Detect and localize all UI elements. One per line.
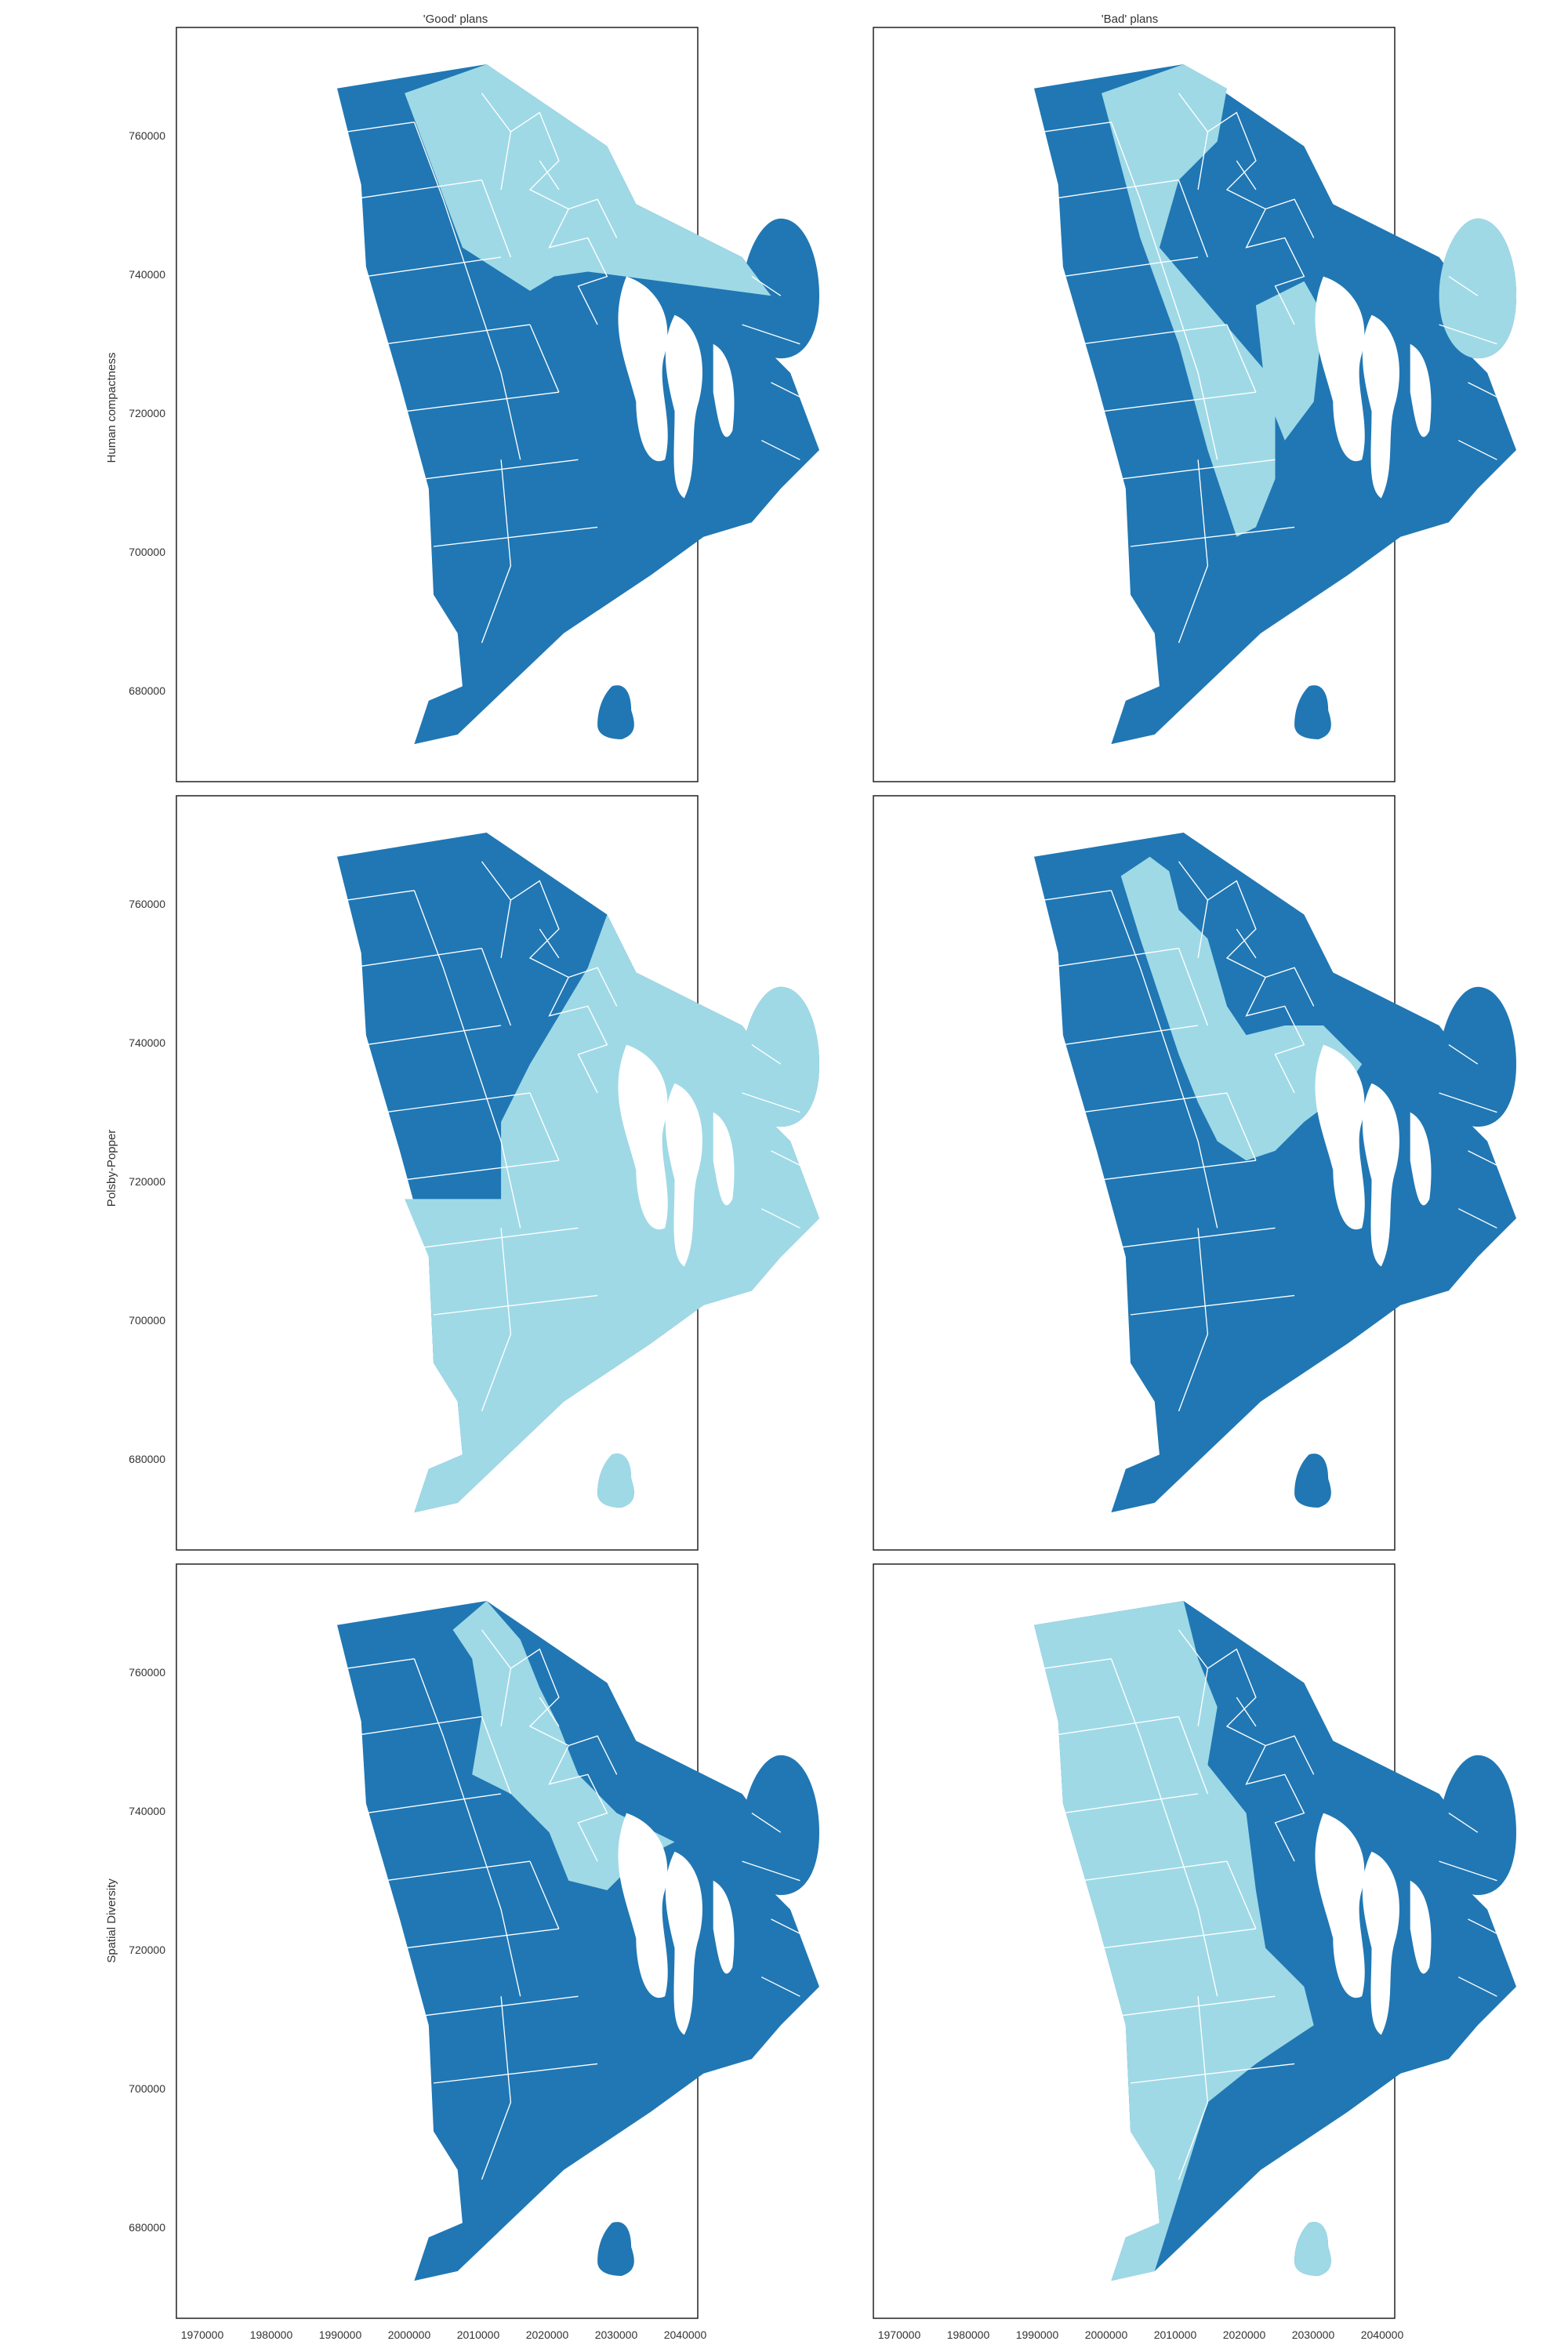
x-tick: 2000000 <box>388 2328 431 2341</box>
y-tick: 740000 <box>129 268 165 281</box>
row-label-polsby-popper: Polsby-Popper <box>105 1130 118 1207</box>
y-tick: 700000 <box>129 546 165 558</box>
bay-water <box>618 1044 735 1267</box>
x-tick: 2040000 <box>664 2328 707 2341</box>
y-tick: 680000 <box>129 684 165 697</box>
district-map <box>1034 1601 1516 2281</box>
y-tick: 760000 <box>129 129 165 142</box>
column-title-bad: 'Bad' plans <box>1102 13 1158 26</box>
y-tick: 700000 <box>129 1314 165 1327</box>
x-tick: 2030000 <box>1292 2328 1335 2341</box>
district-map <box>337 1601 819 2281</box>
map-panel-spatial-good: 760000 740000 720000 700000 680000 <box>129 1563 819 2319</box>
column-title-good: 'Good' plans <box>423 13 488 26</box>
row-label-spatial-diversity: Spatial Diversity <box>105 1878 118 1963</box>
x-tick: 2000000 <box>1085 2328 1128 2341</box>
precinct-boundaries <box>1044 861 1508 1412</box>
y-tick: 720000 <box>129 1944 165 1956</box>
x-axis-left: 1970000 1980000 1990000 2000000 2010000 … <box>181 2328 707 2341</box>
y-tick: 740000 <box>129 1805 165 1817</box>
row-label-human-compactness: Human compactness <box>105 353 118 463</box>
precinct-boundaries <box>347 93 811 644</box>
precinct-boundaries <box>1044 93 1508 644</box>
y-tick: 720000 <box>129 1175 165 1188</box>
district-map <box>1034 833 1516 1513</box>
y-tick: 680000 <box>129 2221 165 2234</box>
bay-water <box>1315 1044 1432 1267</box>
y-tick: 700000 <box>129 2082 165 2095</box>
bay-water <box>1315 276 1432 499</box>
map-panel-human-bad <box>873 27 1516 782</box>
column-titles: 'Good' plans 'Bad' plans <box>423 13 1158 26</box>
bay-water <box>618 1813 735 2035</box>
x-axis-right: 1970000 1980000 1990000 2000000 2010000 … <box>878 2328 1404 2341</box>
y-tick: 720000 <box>129 407 165 419</box>
precinct-boundaries <box>347 861 811 1412</box>
y-tick: 760000 <box>129 898 165 910</box>
x-tick: 2020000 <box>526 2328 569 2341</box>
precinct-boundaries <box>1044 1629 1508 2180</box>
precinct-boundaries <box>347 1629 811 2180</box>
y-tick: 760000 <box>129 1666 165 1679</box>
map-panel-polsby-bad <box>873 795 1516 1551</box>
x-tick: 2040000 <box>1361 2328 1404 2341</box>
y-tick: 680000 <box>129 1453 165 1465</box>
y-tick: 740000 <box>129 1036 165 1049</box>
bay-water <box>618 276 735 499</box>
x-tick: 2010000 <box>457 2328 500 2341</box>
panels: 760000 740000 720000 700000 680000 760000 7400… <box>129 27 1516 2319</box>
x-tick: 1970000 <box>878 2328 921 2341</box>
map-panel-spatial-bad <box>873 1563 1516 2319</box>
x-tick: 2020000 <box>1223 2328 1266 2341</box>
x-tick: 1990000 <box>319 2328 362 2341</box>
district-map <box>337 833 819 1513</box>
x-tick: 1970000 <box>181 2328 224 2341</box>
district-map <box>337 64 819 745</box>
row-labels: Human compactness Polsby-Popper Spatial … <box>105 353 118 1963</box>
x-tick: 2030000 <box>595 2328 638 2341</box>
x-tick: 1990000 <box>1016 2328 1059 2341</box>
x-tick: 1980000 <box>947 2328 990 2341</box>
map-panel-human-good: 760000 740000 720000 700000 680000 <box>129 27 819 782</box>
district-map <box>1034 64 1516 745</box>
x-tick: 1980000 <box>250 2328 293 2341</box>
x-tick: 2010000 <box>1154 2328 1197 2341</box>
bay-water <box>1315 1813 1432 2035</box>
map-panel-polsby-good: 760000 740000 720000 700000 680000 <box>129 795 819 1551</box>
